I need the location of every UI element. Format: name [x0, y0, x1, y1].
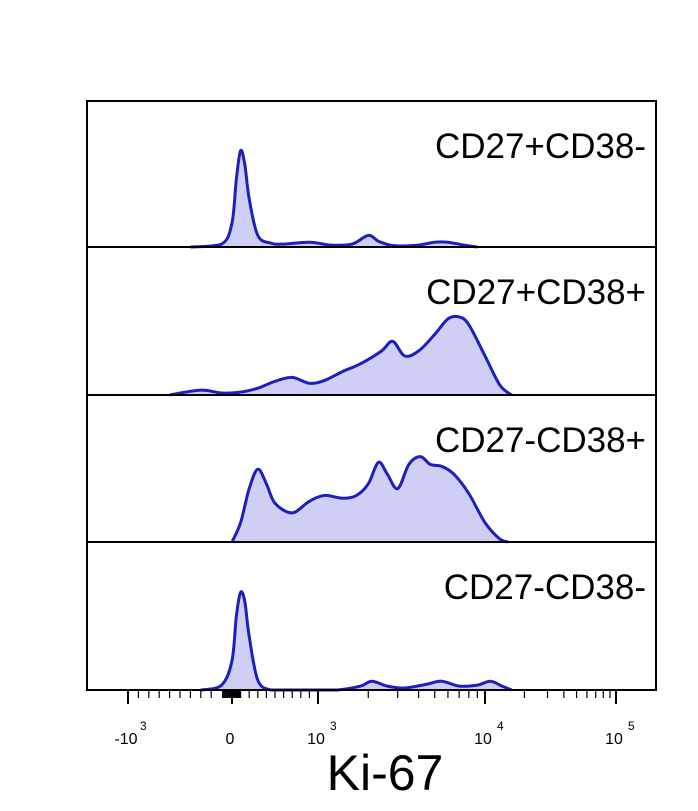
histogram-fill — [232, 456, 509, 542]
x-tick-exponent: 3 — [140, 719, 147, 733]
panel-label: CD27-CD38- — [444, 568, 646, 607]
panel-2: CD27+CD38+ — [86, 246, 657, 397]
x-tick-exponent: 3 — [330, 719, 337, 733]
x-tick-exponent: 5 — [628, 719, 635, 733]
panel-frame — [86, 541, 657, 691]
x-tick-label: 10 — [307, 731, 325, 748]
x-axis-title: Ki-67 — [327, 745, 444, 801]
x-tick-exponent: 4 — [497, 719, 504, 733]
histogram-fill — [169, 316, 512, 395]
histogram-line — [169, 314, 513, 397]
panel-3: CD27-CD38+ — [86, 394, 657, 544]
x-tick-label: 10 — [474, 731, 492, 748]
panel-1: CD27+CD38- — [86, 100, 657, 249]
panel-4: CD27-CD38- — [86, 541, 657, 692]
histogram-line — [230, 455, 509, 544]
panel-label: CD27+CD38- — [435, 127, 646, 166]
panels: CD27+CD38- CD27+CD38+ CD27-CD38+ CD27-CD38- — [86, 100, 657, 692]
panel-frame — [86, 100, 657, 248]
panel-label: CD27+CD38+ — [426, 273, 646, 312]
histogram-fill — [200, 591, 512, 690]
histogram-line — [190, 148, 478, 249]
panel-label: CD27-CD38+ — [435, 421, 646, 460]
x-tick-label: 0 — [226, 731, 235, 748]
x-tick-label: -10 — [114, 731, 137, 748]
x-tick-label: 10 — [605, 731, 623, 748]
